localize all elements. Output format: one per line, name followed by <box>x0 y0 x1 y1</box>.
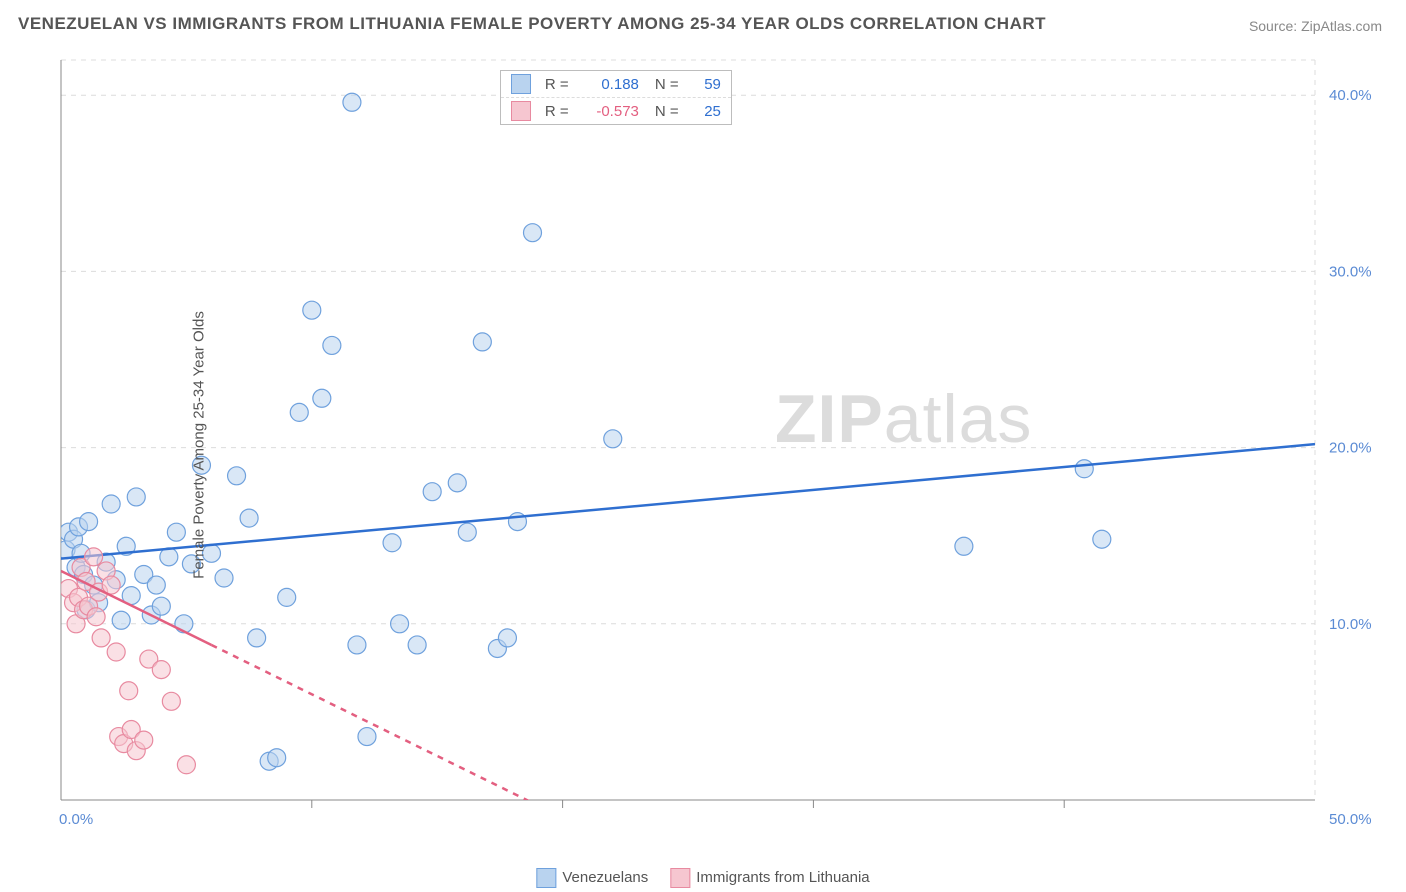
series-legend: Venezuelans Immigrants from Lithuania <box>536 868 869 888</box>
r-value: -0.573 <box>581 103 639 120</box>
chart-title: VENEZUELAN VS IMMIGRANTS FROM LITHUANIA … <box>18 14 1046 34</box>
svg-text:40.0%: 40.0% <box>1329 87 1372 104</box>
legend-swatch <box>536 868 556 888</box>
svg-text:30.0%: 30.0% <box>1329 263 1372 280</box>
legend-row: R = 0.188 N = 59 <box>501 71 731 98</box>
n-label: N = <box>655 103 683 120</box>
svg-text:50.0%: 50.0% <box>1329 811 1372 828</box>
legend-swatch <box>511 101 531 121</box>
correlation-legend: R = 0.188 N = 59 R = -0.573 N = 25 <box>500 70 732 125</box>
legend-item: Venezuelans <box>536 868 648 888</box>
source-label: Source: ZipAtlas.com <box>1249 18 1382 34</box>
n-label: N = <box>655 76 683 93</box>
r-label: R = <box>545 76 573 93</box>
svg-text:20.0%: 20.0% <box>1329 440 1372 457</box>
legend-swatch <box>511 74 531 94</box>
svg-text:10.0%: 10.0% <box>1329 616 1372 633</box>
legend-item-label: Venezuelans <box>562 869 648 886</box>
r-value: 0.188 <box>581 76 639 93</box>
r-label: R = <box>545 103 573 120</box>
legend-item-label: Immigrants from Lithuania <box>696 869 869 886</box>
n-value: 25 <box>691 103 721 120</box>
legend-swatch <box>670 868 690 888</box>
scatter-plot: Female Poverty Among 25-34 Year Olds 10.… <box>55 50 1385 840</box>
chart-svg: 10.0% 20.0% 30.0% 40.0% 0.0% 50.0% <box>55 50 1385 840</box>
svg-text:0.0%: 0.0% <box>59 811 93 828</box>
n-value: 59 <box>691 76 721 93</box>
legend-row: R = -0.573 N = 25 <box>501 98 731 124</box>
y-axis-label: Female Poverty Among 25-34 Year Olds <box>190 311 207 579</box>
legend-item: Immigrants from Lithuania <box>670 868 869 888</box>
